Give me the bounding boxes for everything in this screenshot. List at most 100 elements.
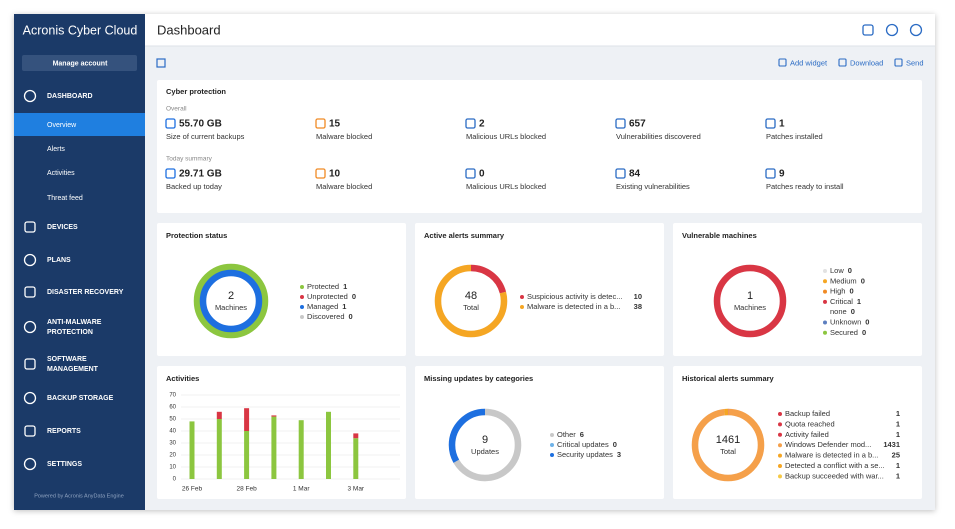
widget-title: Missing updates by categories [424, 374, 533, 383]
icon [23, 391, 37, 405]
brand: Acronis Cyber Cloud [23, 23, 138, 37]
legend-label: Malware is detected in a b... [527, 302, 620, 311]
legend-label: Unknown [830, 317, 861, 326]
widget-title: Activities [166, 374, 199, 383]
icon [24, 425, 36, 437]
donut-total: 1461 [716, 434, 740, 446]
legend-dot [823, 269, 827, 273]
stat-value: 55.70 GB [179, 119, 222, 130]
legend-dot [778, 422, 782, 427]
toolbar-action[interactable]: Send [906, 58, 924, 67]
menu-item[interactable]: REPORTS [47, 428, 81, 435]
widget-card [415, 366, 664, 499]
legend-value: 1 [896, 461, 900, 470]
legend-value: 1 [343, 282, 347, 291]
legend-value: 0 [849, 287, 853, 296]
submenu-item[interactable]: Overview [47, 122, 77, 129]
toolbar-action[interactable]: Download [850, 58, 883, 67]
legend-value: 10 [634, 292, 642, 301]
legend-dot [778, 432, 782, 437]
menu-item[interactable]: DASHBOARD [47, 93, 93, 100]
stat-label: Existing vulnerabilities [616, 182, 690, 191]
legend-label: Medium [830, 276, 857, 285]
icon [23, 89, 37, 103]
manage-account-label[interactable]: Manage account [53, 60, 109, 67]
menu-item[interactable]: SOFTWARE MANAGEMENT [47, 356, 99, 373]
legend-dot [823, 279, 827, 284]
submenu-item[interactable]: Activities [47, 170, 75, 177]
legend-dot [300, 295, 304, 299]
bar-segment [244, 431, 250, 479]
stat-icon [465, 118, 476, 129]
legend-label: Other [557, 430, 576, 439]
y-tick-label: 70 [169, 393, 176, 399]
stat-value: 15 [329, 119, 341, 130]
toolbar-action[interactable]: Add widget [790, 58, 828, 67]
stat-label: Malware blocked [316, 132, 372, 141]
menu-item[interactable]: SETTINGS [47, 461, 82, 468]
stat-value: 9 [779, 169, 785, 180]
legend-label: Detected a conflict with a se... [785, 461, 885, 470]
bar-segment [353, 433, 359, 439]
sidebar-footer: Powered by Acronis AnyData Engine [34, 493, 124, 499]
menu-item[interactable]: DISASTER RECOVERY [47, 289, 124, 296]
legend-label: Backup failed [785, 409, 830, 418]
icon [885, 23, 899, 37]
legend-dot [300, 305, 304, 309]
donut-segment [199, 269, 263, 333]
y-tick-label: 60 [169, 405, 176, 411]
icon [909, 23, 923, 37]
menu-item[interactable]: BACKUP STORAGE [47, 395, 114, 402]
edit-icon[interactable] [156, 58, 166, 68]
manage-account-button[interactable] [22, 55, 137, 71]
widget-title: Active alerts summary [424, 231, 505, 240]
widget-card [673, 223, 922, 356]
widget-title: Vulnerable machines [682, 231, 757, 240]
icon [24, 358, 36, 370]
stat-label: Vulnerabilities discovered [616, 132, 701, 141]
legend-dot [550, 433, 554, 437]
legend-label: Low [830, 266, 844, 275]
legend-value: 1 [896, 409, 900, 418]
donut-total-label: Total [720, 447, 736, 456]
menu-item[interactable]: ANTI-MALWARE PROTECTION [47, 319, 103, 336]
legend-dot [300, 315, 304, 319]
stat-label: Backed up today [166, 182, 222, 191]
legend-value: 0 [862, 328, 866, 337]
stat-icon [765, 168, 776, 179]
card [157, 80, 922, 213]
icon [24, 221, 36, 233]
legend-value: 0 [349, 312, 353, 321]
legend-dot [823, 330, 827, 335]
legend-dot [778, 464, 782, 468]
menu-item[interactable]: PLANS [47, 257, 71, 264]
legend-label: Activity failed [785, 430, 829, 439]
bar-segment [216, 419, 222, 479]
legend-label: Critical [830, 297, 853, 306]
menu-item[interactable]: DEVICES [47, 224, 78, 231]
legend-value: 38 [634, 302, 642, 311]
legend-label: Critical updates [557, 440, 609, 449]
stat-value: 657 [629, 119, 646, 130]
bar-segment [271, 415, 277, 417]
bar-segment [189, 421, 195, 479]
stat-value: 1 [779, 119, 785, 130]
legend-value: 1 [857, 297, 861, 306]
donut-total: 48 [465, 290, 477, 302]
legend-dot [778, 474, 782, 479]
legend-label: Security updates [557, 450, 613, 459]
submenu-item[interactable]: Alerts [47, 146, 65, 153]
submenu-item[interactable]: Threat feed [47, 195, 83, 202]
legend-dot [823, 320, 827, 325]
icon [23, 253, 37, 267]
legend-label: Suspicious activity is detec... [527, 292, 622, 301]
stat-label: Patches installed [766, 132, 823, 141]
header-bar [145, 14, 935, 46]
stat-icon [315, 168, 326, 179]
legend-dot [300, 285, 304, 289]
widget-card [415, 223, 664, 356]
widget-title: Protection status [166, 231, 227, 240]
legend-value: 1431 [883, 440, 900, 449]
action-icon [778, 58, 787, 67]
